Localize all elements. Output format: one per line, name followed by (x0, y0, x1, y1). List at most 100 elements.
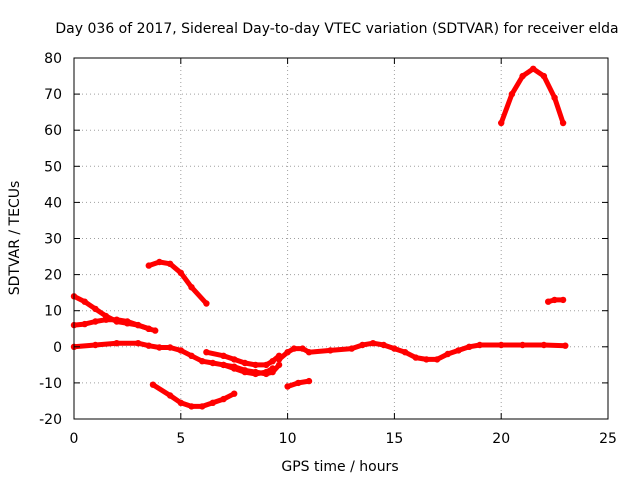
data-point (209, 359, 216, 367)
x-tick-label: 25 (599, 431, 617, 447)
y-tick-label: 80 (44, 51, 62, 67)
data-point (519, 72, 526, 80)
data-point (203, 300, 210, 307)
data-point (444, 350, 451, 358)
series-arc-morning-high (145, 258, 210, 307)
data-point (156, 258, 163, 266)
data-point (545, 298, 552, 305)
data-point (551, 94, 558, 101)
data-point (124, 318, 131, 325)
chart-title: Day 036 of 2017, Sidereal Day-to-day VTE… (55, 21, 618, 37)
data-point (188, 403, 195, 410)
data-point (412, 354, 419, 361)
data-point (263, 368, 270, 376)
data-point (284, 383, 291, 390)
data-point (188, 352, 195, 359)
x-tick-label: 15 (385, 431, 403, 447)
data-point (231, 356, 238, 363)
data-point (220, 361, 227, 369)
y-tick-label: 50 (44, 159, 62, 175)
data-point (220, 352, 227, 359)
series-arc-morning-low (149, 381, 238, 410)
data-point (305, 349, 313, 356)
series-arc-noon-1 (203, 349, 283, 369)
data-point (203, 349, 210, 356)
y-tick-label: 60 (44, 123, 62, 139)
series-arc-evening-mid (545, 296, 567, 305)
data-point (81, 320, 88, 328)
data-point (540, 72, 548, 80)
y-tick-label: -20 (39, 412, 62, 428)
y-axis-label: SDTVAR / TECUs (7, 181, 23, 296)
data-point (559, 296, 567, 304)
data-point (199, 403, 206, 410)
data-point (166, 344, 174, 351)
data-point (220, 395, 227, 403)
y-tick-label: 20 (44, 268, 62, 284)
data-point (433, 356, 441, 363)
data-point (152, 327, 159, 334)
data-point (92, 341, 99, 349)
data-point (92, 305, 99, 313)
data-point (252, 370, 259, 378)
data-point (177, 399, 184, 406)
data-point (188, 284, 195, 291)
x-tick-label: 5 (176, 431, 185, 447)
ticks: 0 5 10 15 20 25 -20 -10 0 10 20 30 40 50 60 70 80 (39, 51, 617, 447)
data-point (156, 344, 163, 351)
data-point (252, 361, 259, 369)
data-point (209, 399, 216, 406)
series-arc-afternoon-short (284, 377, 313, 390)
x-tick-label: 0 (70, 431, 79, 447)
data-point (149, 381, 157, 388)
data-point (145, 342, 152, 349)
data-point (263, 361, 270, 369)
data-point (241, 359, 249, 367)
data-point (284, 349, 291, 356)
data-point (359, 341, 366, 349)
data-point (241, 368, 249, 376)
data-point (113, 340, 120, 347)
data-point (177, 347, 184, 354)
y-tick-label: -10 (39, 376, 62, 392)
data-point (380, 341, 387, 349)
data-point (275, 352, 283, 359)
data-point (231, 365, 238, 372)
data-point (134, 321, 142, 329)
data-point (92, 318, 99, 325)
data-point (327, 347, 334, 354)
data-point (530, 65, 537, 73)
data-point (269, 358, 276, 365)
data-point (231, 390, 238, 397)
y-tick-label: 40 (44, 195, 62, 211)
series-arc-evening-high (498, 65, 567, 127)
x-axis-label: GPS time / hours (281, 459, 398, 475)
data-point (295, 379, 302, 387)
data-point (145, 325, 152, 332)
data-point (166, 260, 174, 267)
data-point (508, 90, 516, 98)
data-point (401, 349, 409, 356)
data-point (177, 269, 184, 276)
data-point (134, 340, 142, 347)
data-point (299, 345, 306, 352)
data-point (498, 341, 505, 349)
x-tick-label: 20 (492, 431, 510, 447)
data-point (305, 377, 313, 385)
data-point (145, 262, 152, 269)
data-point (540, 341, 548, 349)
data-point (199, 358, 206, 365)
data-point (562, 342, 569, 349)
x-tick-label: 10 (279, 431, 297, 447)
data-point (498, 119, 505, 127)
data-point (269, 365, 276, 372)
series-arc-baseline-2 (275, 340, 569, 363)
data-point (391, 345, 398, 352)
data-point (551, 296, 558, 304)
data-point (519, 341, 526, 349)
data-point (476, 341, 483, 349)
series-arc-early-2 (70, 316, 152, 332)
y-tick-label: 30 (44, 232, 62, 248)
